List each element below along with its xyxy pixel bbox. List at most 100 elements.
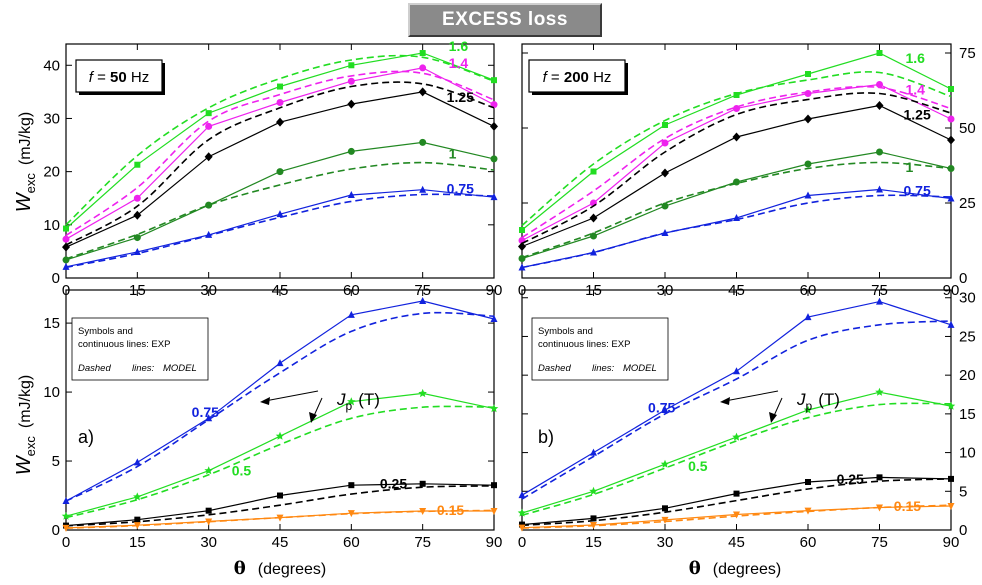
data-point bbox=[133, 234, 141, 242]
x-tick-label: 90 bbox=[943, 534, 960, 551]
data-point bbox=[876, 297, 883, 305]
data-point bbox=[519, 227, 525, 233]
series-1.4: 1.4 bbox=[62, 55, 498, 243]
data-point bbox=[418, 87, 427, 97]
y-tick-label: 30 bbox=[43, 110, 60, 127]
data-point bbox=[948, 475, 954, 482]
data-point bbox=[804, 313, 812, 321]
x-tick-label: 45 bbox=[272, 534, 289, 551]
series-1.6: 1.6 bbox=[519, 50, 954, 233]
data-point bbox=[661, 229, 669, 236]
data-point bbox=[876, 185, 883, 193]
data-point bbox=[876, 474, 883, 481]
data-point bbox=[661, 139, 669, 147]
data-point bbox=[62, 256, 70, 264]
x-tick-label: 30 bbox=[200, 534, 217, 551]
data-point bbox=[947, 194, 955, 202]
y-tick-label: 10 bbox=[43, 384, 60, 401]
data-point bbox=[805, 71, 811, 77]
data-point bbox=[660, 459, 670, 468]
svg-text:Symbols and: Symbols and bbox=[78, 326, 133, 337]
model-line bbox=[521, 402, 952, 517]
data-point bbox=[205, 201, 213, 209]
data-point bbox=[491, 77, 497, 84]
series-label: 1 bbox=[906, 159, 914, 175]
data-point bbox=[590, 248, 597, 256]
data-point bbox=[947, 135, 955, 145]
data-point bbox=[419, 507, 427, 515]
data-point bbox=[277, 83, 283, 90]
xlabel-right: θ (degrees) bbox=[689, 558, 782, 579]
data-point bbox=[347, 77, 355, 85]
x-tick-label: 30 bbox=[657, 534, 674, 551]
series-1: 1 bbox=[62, 138, 498, 264]
data-point bbox=[133, 194, 141, 202]
data-point bbox=[63, 225, 69, 232]
data-point bbox=[733, 490, 740, 497]
exp-line bbox=[521, 151, 952, 260]
data-point bbox=[519, 521, 525, 528]
data-point bbox=[347, 99, 356, 109]
data-point bbox=[276, 359, 284, 367]
series-label: 0.25 bbox=[837, 471, 864, 487]
panel-label-b: b) bbox=[538, 427, 554, 447]
data-point bbox=[204, 466, 213, 475]
svg-text:Jp(T): Jp (T) bbox=[796, 390, 840, 413]
exp-line bbox=[521, 104, 952, 248]
data-point bbox=[490, 314, 498, 322]
svg-text:MODEL: MODEL bbox=[163, 363, 197, 374]
series-label: 1.25 bbox=[904, 107, 931, 123]
series-0.15: 0.15 bbox=[518, 498, 955, 532]
data-point bbox=[419, 138, 427, 146]
data-point bbox=[205, 110, 212, 117]
data-point bbox=[347, 510, 355, 518]
x-tick-label: 0 bbox=[518, 534, 526, 551]
y-tick-label: 20 bbox=[43, 164, 60, 181]
data-point bbox=[419, 50, 426, 57]
series-1.25: 1.25 bbox=[62, 81, 498, 252]
data-point bbox=[61, 511, 71, 520]
data-point bbox=[347, 397, 356, 406]
y-tick-label: 0 bbox=[52, 270, 60, 287]
data-point bbox=[205, 230, 213, 238]
legend-box-left: Symbols and continuous lines: EXP Dashed… bbox=[71, 317, 209, 381]
series-0.15: 0.15 bbox=[62, 502, 498, 532]
data-point bbox=[662, 505, 668, 512]
series-0.75: 0.75 bbox=[518, 297, 955, 500]
series-label: 0.15 bbox=[437, 502, 464, 518]
data-point bbox=[590, 515, 597, 522]
series-label: 0.15 bbox=[894, 498, 921, 514]
x-tick-label: 90 bbox=[486, 534, 503, 551]
data-point bbox=[134, 161, 141, 168]
series-0.5: 0.5 bbox=[61, 388, 499, 520]
model-line bbox=[65, 81, 495, 246]
svg-text:Jp(T): Jp (T) bbox=[336, 390, 380, 413]
data-point bbox=[133, 247, 141, 255]
x-tick-label: 45 bbox=[728, 534, 745, 551]
data-point bbox=[518, 524, 526, 532]
data-point bbox=[490, 507, 498, 515]
exp-line bbox=[65, 189, 495, 268]
data-point bbox=[133, 210, 142, 220]
data-point bbox=[733, 105, 740, 112]
data-point bbox=[518, 242, 526, 251]
series-1.25: 1.25 bbox=[518, 92, 955, 251]
data-point bbox=[805, 479, 811, 485]
data-point bbox=[205, 518, 213, 526]
model-line bbox=[65, 193, 495, 269]
y-tick-label: 5 bbox=[959, 483, 967, 500]
data-point bbox=[276, 210, 284, 218]
svg-text:f = 200 Hz: f = 200 Hz bbox=[543, 69, 612, 86]
data-point bbox=[276, 514, 284, 522]
chart-bottom-left: 0 15 30 45 60 75 90 0 5 10 15 0.75 0.5 0.25 0.15 bbox=[43, 289, 503, 551]
frequency-box-left: f = 50 Hz bbox=[75, 59, 165, 95]
panel-label-a: a) bbox=[78, 427, 94, 447]
data-point bbox=[876, 81, 883, 88]
x-tick-label: 75 bbox=[871, 534, 888, 551]
y-tick-label: 30 bbox=[959, 290, 976, 307]
model-line bbox=[521, 194, 952, 269]
y-tick-label: 15 bbox=[43, 315, 60, 332]
series-1: 1 bbox=[518, 148, 955, 262]
model-line bbox=[521, 320, 952, 500]
